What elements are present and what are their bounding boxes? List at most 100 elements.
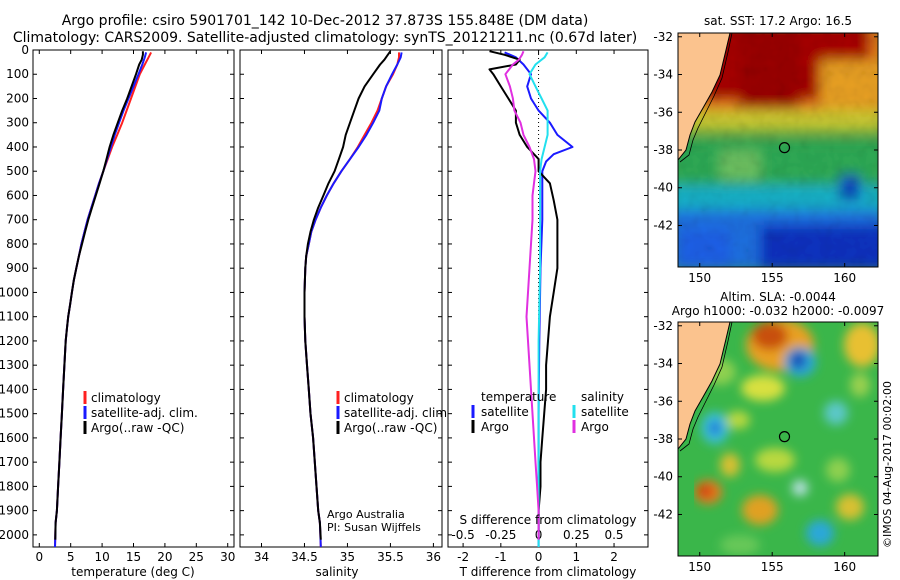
- difference-depth-ticks: [448, 49, 648, 536]
- sst-map-title: sat. SST: 17.2 Argo: 16.5: [704, 14, 852, 28]
- x-tick-label: 34: [254, 550, 269, 564]
- depth-tick-label: 0: [21, 43, 29, 57]
- depth-tick-label: 1400: [0, 382, 29, 396]
- depth-tick-label: 200: [6, 91, 29, 105]
- bathymetry-contour: [679, 33, 733, 163]
- depth-tick-label: 800: [6, 237, 29, 251]
- salinity-legend: climatology satellite-adj. clim. Argo(..…: [336, 391, 451, 435]
- sla-map-field: [678, 322, 878, 556]
- lon-tick-label: 150: [688, 271, 711, 285]
- s-tick-label: -0.25: [485, 528, 516, 542]
- temperature-panel: 0100200300400500600700800900100011001200…: [0, 43, 235, 579]
- temperature-profile-lines: [54, 51, 152, 547]
- argo-float-marker: [778, 431, 791, 443]
- lat-tick-label: -34: [653, 357, 673, 371]
- salinity-x-axis: 34 34.5 35 35.5 36: [254, 50, 441, 564]
- x-tick-label: 0: [35, 550, 43, 564]
- x-tick-label: 25: [189, 550, 204, 564]
- legend-label-satellite: satellite-adj. clim.: [344, 406, 451, 420]
- lat-tick-label: -34: [653, 68, 673, 82]
- plot-title-line2: Climatology: CARS2009. Satellite-adjuste…: [12, 30, 638, 46]
- temperature-axes-frame: [32, 49, 235, 548]
- series-line-argo-raw-qc-: [54, 51, 144, 540]
- sla-map-axes: -32 -34 -36 -38 -40 -42 150 155 160: [653, 319, 878, 574]
- s-tick-label: -0.5: [451, 528, 474, 542]
- credit-group: Argo Australia: [327, 508, 405, 521]
- salinity-axis-label: salinity: [315, 565, 358, 579]
- salinity-depth-ticks: [240, 49, 442, 536]
- coastline-land: [678, 33, 731, 161]
- series-line-salinity-satellite: [528, 51, 549, 547]
- lat-tick-label: -36: [653, 105, 673, 119]
- sst-map-field: [678, 33, 878, 267]
- x-tick-label: 20: [157, 550, 172, 564]
- legend-label-argo: Argo(..raw -QC): [344, 421, 437, 435]
- lat-tick-label: -38: [653, 143, 673, 157]
- depth-tick-label: 2000: [0, 528, 29, 542]
- sst-map-panel: sat. SST: 17.2 Argo: 16.5: [653, 14, 879, 285]
- lat-tick-label: -40: [653, 181, 673, 195]
- x-tick-label: 5: [67, 550, 75, 564]
- temperature-legend: climatology satellite-adj. clim. Argo(..…: [83, 391, 198, 435]
- depth-tick-label: 1600: [0, 431, 29, 445]
- credit-pi: PI: Susan Wijffels: [327, 521, 421, 534]
- coastline-land: [678, 322, 731, 450]
- difference-panel: -2 -1 0 1 2 -0.5 -0.25 0 0.25 0.5 temperature sa…: [447, 49, 649, 579]
- difference-profile-lines: [488, 50, 574, 547]
- x-tick-label: 2: [610, 550, 618, 564]
- depth-tick-label: 600: [6, 188, 29, 202]
- depth-tick-label: 400: [6, 140, 29, 154]
- depth-tick-label: 1300: [0, 358, 29, 372]
- x-tick-label: 15: [126, 550, 141, 564]
- difference-legend: temperature satellite Argo salinity sate…: [471, 390, 629, 434]
- depth-tick-label: 1100: [0, 310, 29, 324]
- s-tick-label: 0.25: [563, 528, 590, 542]
- lon-tick-label: 160: [833, 271, 856, 285]
- lat-tick-label: -42: [653, 218, 673, 232]
- lon-tick-label: 155: [761, 560, 784, 574]
- sst-map-axes: -32 -34 -36 -38 -40 -42 150 155 160: [653, 30, 878, 285]
- legend-label-argo: Argo(..raw -QC): [91, 421, 184, 435]
- x-tick-label: -2: [457, 550, 469, 564]
- argo-float-marker: [778, 142, 791, 154]
- lat-tick-label: -42: [653, 507, 673, 521]
- temperature-axis-label: temperature (deg C): [71, 565, 194, 579]
- t-difference-x-axis: -2 -1 0 1 2: [457, 50, 618, 564]
- legend-label-climatology: climatology: [91, 391, 161, 405]
- lat-tick-label: -32: [653, 30, 673, 44]
- series-line-argo-raw-qc-: [303, 50, 392, 540]
- legend-header-temperature: temperature: [481, 390, 556, 404]
- depth-tick-label: 300: [6, 116, 29, 130]
- salinity-profile-lines: [303, 50, 403, 547]
- legend-label-t-argo: Argo: [481, 420, 509, 434]
- x-tick-label: 1: [572, 550, 580, 564]
- depth-tick-label: 1700: [0, 455, 29, 469]
- x-tick-label: 0: [535, 550, 543, 564]
- sla-map-title: Altim. SLA: -0.0044: [720, 290, 836, 304]
- depth-tick-label: 700: [6, 213, 29, 227]
- s-difference-axis-label: S difference from climatology: [460, 513, 637, 527]
- x-tick-label: 30: [220, 550, 235, 564]
- x-tick-label: 35: [340, 550, 355, 564]
- depth-tick-label: 100: [6, 67, 29, 81]
- depth-tick-label: 1000: [0, 285, 29, 299]
- legend-label-t-satellite: satellite: [481, 405, 529, 419]
- series-line-salinity-argo: [504, 50, 540, 540]
- legend-header-salinity: salinity: [581, 390, 624, 404]
- depth-tick-label: 1800: [0, 479, 29, 493]
- lat-tick-label: -40: [653, 470, 673, 484]
- imos-timestamp: ©IMOS 04-Aug-2017 00:02:00: [881, 381, 894, 548]
- lat-tick-label: -32: [653, 319, 673, 333]
- plot-title-line1: Argo profile: csiro 5901701_142 10-Dec-2…: [61, 13, 589, 29]
- s-difference-x-axis: -0.5-0.2500.250.5: [451, 528, 623, 542]
- x-tick-label: 10: [94, 550, 109, 564]
- legend-label-satellite: satellite-adj. clim.: [91, 406, 198, 420]
- legend-label-s-argo: Argo: [581, 420, 609, 434]
- salinity-axes-frame: [239, 49, 443, 548]
- lat-tick-label: -36: [653, 394, 673, 408]
- x-tick-label: -1: [495, 550, 507, 564]
- sla-map-panel: Altim. SLA: -0.0044 Argo h1000: -0.032 h…: [653, 290, 884, 574]
- depth-tick-label: 900: [6, 261, 29, 275]
- depth-axis: 0 100 200 300 400 500 600 700 800 900 1000 1100 1200…: [0, 43, 234, 542]
